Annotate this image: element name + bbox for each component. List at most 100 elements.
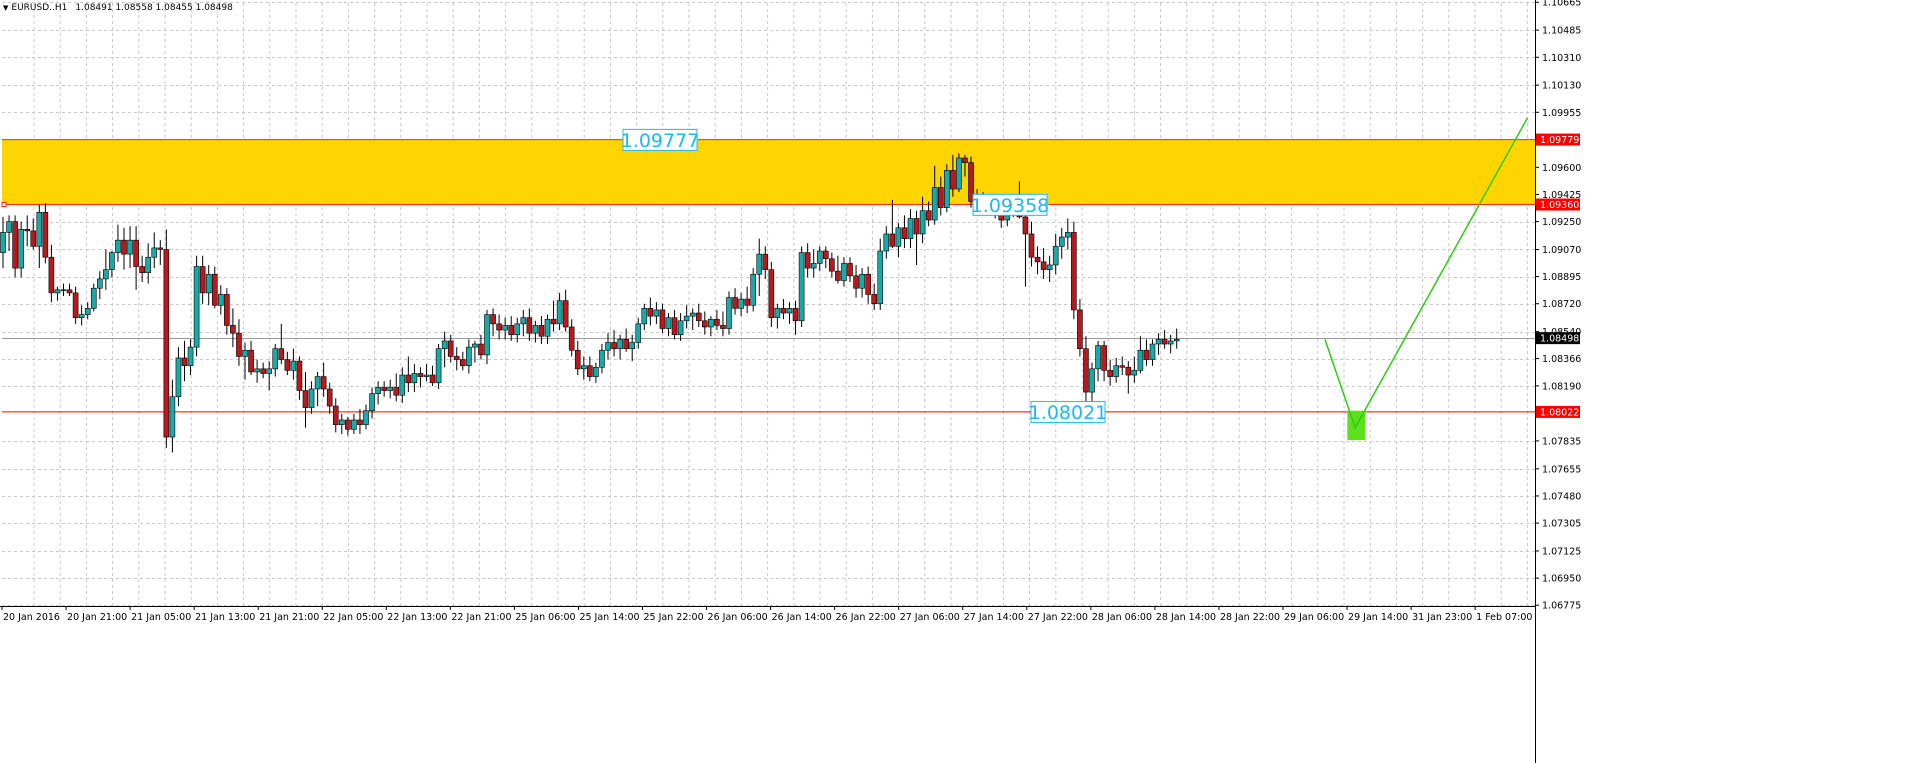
candle-bear — [568, 326, 575, 351]
price-tags: 1.09779 1.09360 1.08498 1.08022 — [1536, 133, 1580, 418]
candle-bull — [54, 289, 61, 294]
candle-bear — [901, 227, 908, 239]
time-tick-label: 28 Jan 14:00 — [1156, 612, 1216, 623]
candle-bear — [417, 373, 424, 377]
price-tick-label: 1.10665 — [1542, 0, 1581, 9]
candle-bull — [798, 252, 805, 322]
candle-bear — [236, 332, 242, 357]
candle-bull — [36, 211, 43, 247]
candle-bull — [1052, 246, 1059, 266]
price-tick-label: 1.07655 — [1542, 464, 1581, 475]
candle-bear — [230, 325, 236, 334]
candle-bull — [883, 233, 890, 252]
time-tick-label: 27 Jan 14:00 — [964, 612, 1024, 623]
candle-bull — [205, 273, 212, 294]
candle-bear — [562, 300, 569, 328]
candle-bull — [514, 323, 521, 336]
candle-bull — [254, 368, 260, 373]
candle-bear — [762, 253, 769, 270]
price-tick-label: 1.09425 — [1542, 190, 1581, 201]
time-tick-label: 22 Jan 13:00 — [387, 612, 447, 623]
candle-bear — [538, 325, 545, 337]
candle-bear — [829, 258, 835, 272]
candle-bull — [841, 263, 847, 281]
candle-bear — [671, 317, 678, 336]
candle-bull — [90, 287, 97, 309]
level-annotation-box — [622, 128, 698, 151]
price-tick-label: 1.10485 — [1542, 26, 1581, 37]
price-tick-label: 1.07835 — [1542, 436, 1581, 447]
candle-bear — [1040, 261, 1047, 270]
candle-bear — [326, 388, 333, 407]
candle-bull — [520, 317, 527, 325]
price-tag-label: 1.09779 — [1540, 135, 1579, 146]
candle-bear — [853, 275, 859, 289]
candle-bear — [925, 210, 932, 221]
menu-triangle-icon[interactable]: ▼ — [3, 4, 9, 12]
projection-path — [1324, 117, 1529, 441]
candle-bull — [441, 340, 448, 349]
candle-bull — [127, 239, 133, 255]
candle-bull — [1149, 343, 1156, 360]
candle-bull — [956, 157, 962, 190]
candle-bull — [484, 314, 490, 356]
time-tick-label: 28 Jan 22:00 — [1220, 612, 1280, 623]
candle-bear — [278, 348, 285, 360]
candle-bull — [0, 232, 6, 253]
candle-bull — [169, 396, 176, 438]
price-tick-label: 1.10130 — [1542, 81, 1581, 92]
time-tick-label: 26 Jan 06:00 — [708, 612, 768, 623]
price-tag-zone — [1536, 133, 1580, 146]
candle-bull — [907, 218, 914, 239]
price-tag-zone — [1536, 198, 1580, 211]
price-tick-label: 1.10310 — [1542, 53, 1581, 64]
price-tick-label: 1.08720 — [1542, 299, 1581, 310]
candle-bull — [466, 346, 472, 367]
candle-bear — [48, 256, 55, 294]
level-annotation-box — [972, 193, 1048, 216]
candle-bull — [756, 253, 763, 275]
candle-bull — [1095, 345, 1101, 370]
candle-bear — [701, 320, 708, 328]
candle-bear — [24, 229, 31, 232]
candle-bull — [338, 419, 345, 425]
candle-bull — [617, 339, 623, 349]
candle-bull — [472, 343, 478, 348]
level-annotation-label: 1.09358 — [971, 195, 1050, 217]
candle-bear — [157, 247, 164, 250]
time-tick-label: 26 Jan 14:00 — [772, 612, 832, 623]
candle-bull — [1065, 232, 1071, 238]
candle-bull — [786, 308, 793, 314]
time-tick-label: 25 Jan 06:00 — [515, 612, 575, 623]
candle-bull — [84, 308, 91, 315]
price-axis-labels: 1.10665 1.10485 1.10310 1.10130 1.09955 1.096… — [1535, 0, 1581, 612]
candle-bull — [750, 273, 757, 306]
candle-bear — [780, 308, 787, 314]
axes — [0, 0, 1536, 763]
candle-bull — [290, 360, 297, 371]
candle-bull — [665, 317, 672, 329]
candle-bear — [357, 419, 363, 425]
candle-bull — [544, 318, 551, 337]
candle-bull — [193, 266, 200, 348]
candle-bear — [332, 405, 339, 425]
candle-bear — [163, 249, 170, 438]
price-tick-label: 1.07125 — [1542, 546, 1581, 557]
level-annotations: 1.09777 1.09358 1.08021 — [621, 128, 1107, 424]
candle-bull — [1113, 365, 1119, 377]
candle-bull — [877, 250, 884, 305]
price-tick-label: 1.06775 — [1542, 601, 1581, 612]
projection-line — [1324, 117, 1529, 430]
candle-bear — [199, 266, 206, 294]
candle-bear — [623, 339, 629, 349]
candle-bull — [629, 342, 636, 349]
candle-bull — [308, 388, 315, 408]
candle-bear — [847, 263, 853, 277]
candle-bull — [411, 373, 418, 384]
candle-bear — [405, 374, 412, 384]
candle-bear — [1161, 339, 1168, 345]
candle-bull — [738, 298, 744, 309]
time-tick-label: 31 Jan 23:00 — [1412, 612, 1472, 623]
time-tick-label: 29 Jan 14:00 — [1348, 612, 1408, 623]
